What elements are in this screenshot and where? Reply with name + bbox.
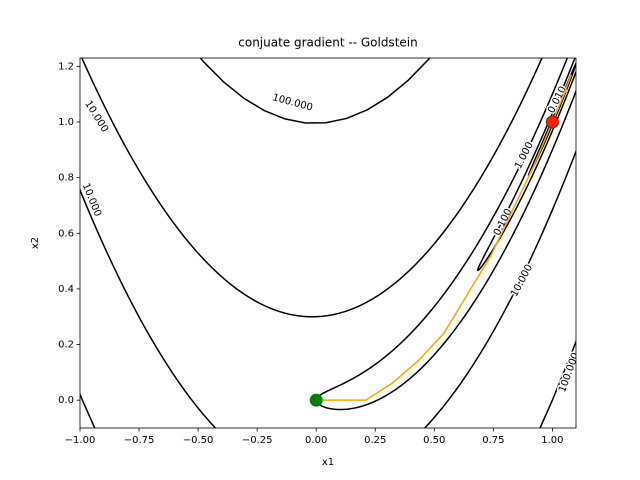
x-tick-label: −1.00: [65, 435, 96, 446]
x-tick-label: 1.00: [541, 435, 563, 446]
x-tick-label: 0.50: [423, 435, 445, 446]
contour-line: [315, 58, 576, 411]
x-tick-label: 0.00: [305, 435, 327, 446]
contour-line: [476, 58, 576, 272]
x-tick-label: 0.75: [482, 435, 504, 446]
start-marker: [309, 393, 323, 407]
x-tick-label: −0.25: [242, 435, 273, 446]
y-tick-label: 1.2: [58, 61, 74, 72]
x-tick-label: −0.75: [124, 435, 155, 446]
y-tick-label: 0.4: [58, 284, 74, 295]
y-tick-label: 0.6: [58, 228, 74, 239]
y-tick-label: 1.0: [58, 117, 74, 128]
y-tick-label: 0.0: [58, 395, 74, 406]
y-axis-label: x2: [30, 237, 41, 249]
axes-frame: [79, 57, 577, 429]
x-axis-label: x1: [322, 457, 334, 468]
x-tick-label: 0.25: [364, 435, 386, 446]
chart-title: conjuate gradient -- Goldstein: [238, 36, 417, 50]
x-tick-label: −0.50: [183, 435, 214, 446]
end-marker: [545, 115, 559, 129]
y-tick-label: 0.2: [58, 340, 74, 351]
y-tick-label: 0.8: [58, 173, 74, 184]
